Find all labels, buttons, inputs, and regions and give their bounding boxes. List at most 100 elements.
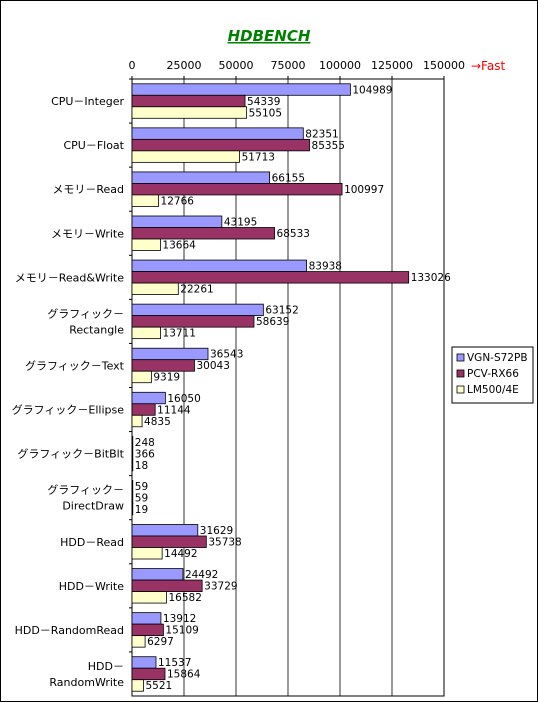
bar bbox=[131, 183, 343, 196]
bar bbox=[131, 579, 203, 592]
data-label: 13664 bbox=[162, 240, 196, 252]
bar bbox=[131, 259, 307, 272]
bar bbox=[131, 535, 207, 548]
fast-direction-label: →Fast bbox=[471, 59, 505, 73]
data-label: 16582 bbox=[168, 592, 201, 604]
bar bbox=[131, 347, 209, 361]
bar bbox=[131, 679, 144, 692]
data-label: 55105 bbox=[249, 107, 282, 119]
bar bbox=[131, 83, 351, 96]
legend-swatch bbox=[456, 353, 465, 362]
bar bbox=[131, 238, 161, 251]
data-label: 66155 bbox=[272, 172, 305, 184]
data-label: 51713 bbox=[242, 151, 275, 163]
data-label: 85355 bbox=[312, 140, 345, 152]
data-label: 36543 bbox=[210, 349, 243, 361]
category-label: HDD－RandomRead bbox=[15, 624, 124, 637]
bar bbox=[131, 391, 166, 405]
data-label: 59 bbox=[135, 492, 148, 504]
data-label: 13711 bbox=[163, 328, 196, 340]
category-label: メモリ－Write bbox=[51, 227, 124, 240]
category-label: CPU－Integer bbox=[51, 95, 124, 108]
x-tick-label: 75000 bbox=[271, 59, 306, 72]
bar bbox=[131, 612, 162, 625]
category-label: メモリ－Read&Write bbox=[15, 271, 124, 284]
data-label: 35738 bbox=[208, 537, 241, 549]
bar bbox=[131, 591, 167, 604]
bar bbox=[131, 547, 163, 560]
bar bbox=[131, 656, 157, 669]
bar bbox=[131, 370, 152, 384]
bar bbox=[131, 127, 304, 140]
category-label: グラフィック－ bbox=[47, 306, 124, 320]
x-tick-label: 100000 bbox=[319, 59, 361, 72]
data-label: 133026 bbox=[411, 272, 451, 284]
bar bbox=[131, 503, 134, 516]
data-label: 63152 bbox=[265, 305, 298, 317]
bar bbox=[131, 623, 164, 637]
bar bbox=[131, 480, 134, 493]
chart-title: HDBENCH bbox=[228, 27, 311, 45]
legend-swatch bbox=[456, 385, 465, 394]
data-label: 15864 bbox=[167, 669, 201, 681]
data-label: 248 bbox=[135, 437, 155, 449]
bar bbox=[131, 94, 246, 108]
bar bbox=[131, 414, 143, 428]
legend-box bbox=[451, 346, 534, 404]
bar bbox=[131, 303, 264, 317]
category-label: グラフィック－Text bbox=[25, 358, 125, 372]
x-tick-label: 125000 bbox=[371, 59, 413, 72]
data-label: 4835 bbox=[144, 416, 171, 428]
bar bbox=[131, 271, 410, 284]
data-label: 18 bbox=[135, 460, 148, 472]
legend-swatch bbox=[456, 369, 465, 378]
bar bbox=[131, 524, 199, 537]
data-label: 82351 bbox=[305, 128, 338, 140]
category-label: CPU－Float bbox=[63, 139, 124, 152]
data-label: 33729 bbox=[204, 581, 237, 593]
bar bbox=[131, 403, 156, 416]
data-label: 68533 bbox=[277, 228, 310, 240]
bar bbox=[131, 667, 166, 681]
legend-label: VGN-S72PB bbox=[467, 352, 528, 364]
x-tick-label: 150000 bbox=[423, 59, 465, 72]
category-label: HDD－ bbox=[88, 660, 124, 673]
data-label: 100997 bbox=[344, 184, 384, 196]
bar bbox=[131, 106, 248, 119]
x-tick-label: 25000 bbox=[167, 59, 202, 72]
bar bbox=[131, 635, 146, 648]
data-label: 19 bbox=[135, 504, 148, 516]
data-label: 43195 bbox=[224, 217, 257, 229]
data-label: 5521 bbox=[145, 680, 172, 692]
data-label: 58639 bbox=[256, 316, 289, 328]
category-label: グラフィック－BitBlt bbox=[17, 447, 124, 461]
data-label: 6297 bbox=[147, 636, 174, 648]
bar bbox=[131, 458, 134, 472]
category-label: グラフィック－ bbox=[47, 483, 124, 497]
bar bbox=[131, 447, 134, 460]
bar bbox=[131, 138, 310, 152]
data-label: 11144 bbox=[157, 404, 191, 416]
bar bbox=[131, 435, 134, 449]
data-label: 11537 bbox=[158, 657, 191, 669]
data-label: 31629 bbox=[200, 525, 233, 537]
data-label: 15109 bbox=[165, 625, 198, 637]
bar bbox=[131, 491, 134, 504]
bar bbox=[131, 282, 179, 295]
data-label: 30043 bbox=[196, 360, 229, 372]
bar bbox=[131, 315, 255, 328]
data-label: 59 bbox=[135, 481, 148, 493]
data-label: 83938 bbox=[309, 261, 342, 273]
x-tick-label: 50000 bbox=[219, 59, 254, 72]
legend-label: LM500/4E bbox=[467, 384, 519, 396]
data-label: 54339 bbox=[247, 96, 280, 108]
legend-label: PCV-RX66 bbox=[467, 368, 519, 380]
x-tick-label: 0 bbox=[129, 59, 136, 72]
category-label: HDD－Write bbox=[59, 580, 124, 593]
bar bbox=[131, 326, 161, 340]
data-label: 104989 bbox=[352, 84, 392, 96]
data-label: 14492 bbox=[164, 548, 197, 560]
category-label: RandomWrite bbox=[49, 676, 124, 689]
